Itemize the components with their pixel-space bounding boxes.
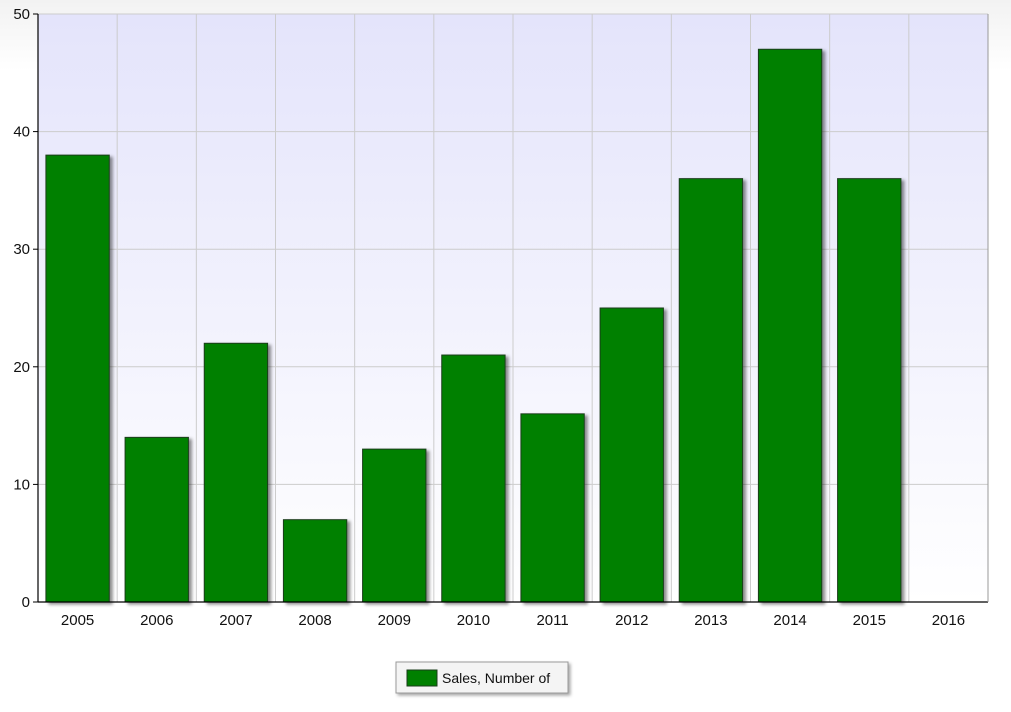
bar-2006: [124, 436, 189, 603]
bar-2012: [599, 307, 664, 603]
legend-swatch-sales: [406, 669, 438, 687]
bar-2011: [520, 413, 585, 603]
y-tick-label-0: 0: [22, 594, 30, 611]
y-tick-label-30: 30: [13, 241, 30, 258]
y-tick-label-40: 40: [13, 124, 30, 141]
y-tick-label-20: 20: [13, 359, 30, 376]
x-tick-label-2015: 2015: [853, 612, 886, 629]
x-tick-label-2016: 2016: [932, 612, 965, 629]
bar-2015: [837, 178, 902, 603]
axes: [37, 14, 989, 603]
x-tick-label-2009: 2009: [378, 612, 411, 629]
bar-2014: [757, 48, 823, 603]
y-tick-label-10: 10: [13, 476, 30, 493]
bar-2005: [45, 154, 110, 603]
bar-2010: [441, 354, 506, 603]
y-axis-ticks: 0 10 20 30 40 50: [13, 6, 38, 611]
x-tick-label-2008: 2008: [298, 612, 331, 629]
x-tick-label-2011: 2011: [536, 612, 568, 629]
bar-2008: [282, 519, 348, 603]
x-tick-label-2012: 2012: [615, 612, 648, 629]
bar-2009: [362, 448, 427, 603]
x-tick-label-2006: 2006: [140, 612, 173, 629]
x-axis-ticks: 2005 2006 2007 2008 2009 2010 2011 2012 2013 2014…: [61, 612, 965, 629]
legend: Sales, Number of: [395, 661, 569, 694]
grid-lines: [38, 13, 989, 602]
x-tick-label-2005: 2005: [61, 612, 94, 629]
x-tick-label-2014: 2014: [773, 612, 806, 629]
x-tick-label-2007: 2007: [219, 612, 252, 629]
x-tick-label-2013: 2013: [694, 612, 727, 629]
bars: [45, 48, 902, 603]
bar-2013: [678, 178, 744, 603]
legend-label-sales: Sales, Number of: [442, 670, 550, 686]
y-tick-label-50: 50: [13, 6, 30, 23]
bar-2007: [203, 342, 269, 603]
x-tick-label-2010: 2010: [457, 612, 490, 629]
